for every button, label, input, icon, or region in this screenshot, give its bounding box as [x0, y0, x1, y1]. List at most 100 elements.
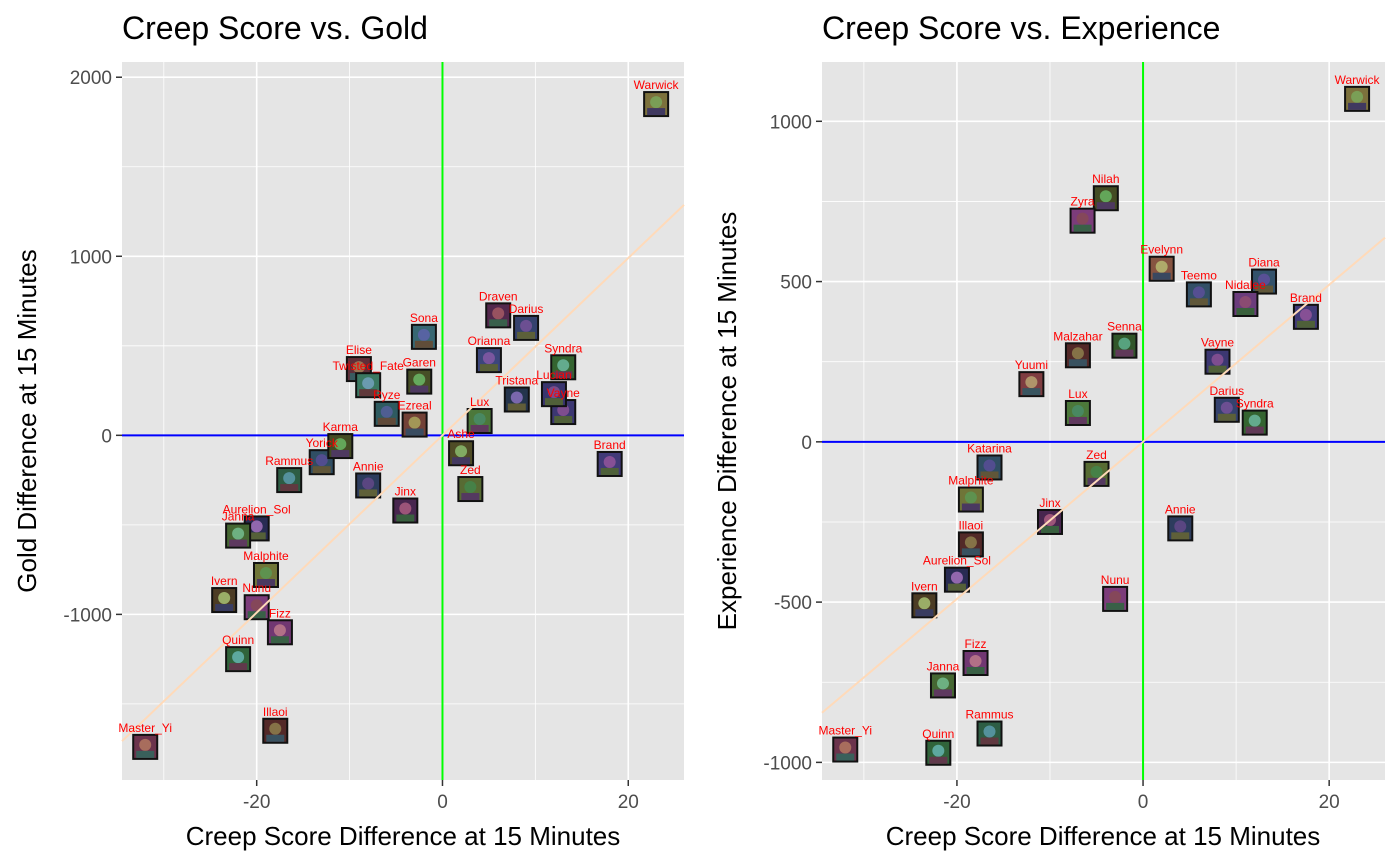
experience-point-label: Master_Yi: [818, 724, 872, 738]
experience-point-label: Janna: [927, 659, 960, 673]
gold-point-label: Draven: [479, 289, 518, 303]
experience-point: [1185, 281, 1212, 308]
experience-point: [1102, 585, 1129, 612]
experience-chart: Creep Score vs. Experience Warwick Nilah Z…: [712, 10, 1386, 851]
gold-point-label: Brand: [594, 438, 626, 452]
gold-point-label: Nunu: [242, 581, 271, 595]
experience-point: [976, 720, 1003, 747]
gold-point-label: Rammus: [265, 454, 313, 468]
experience-point-label: Zyra: [1071, 195, 1095, 209]
gold-point: [211, 587, 238, 614]
gold-point-label: Twisted_Fate: [332, 359, 404, 373]
gold-point-label: Vayne: [547, 386, 580, 400]
gold-x-tick-label: 20: [618, 792, 639, 813]
gold-point: [252, 561, 279, 588]
gold-point: [550, 354, 577, 381]
experience-trend-layer: [821, 236, 1386, 714]
gold-x-axis-title: Creep Score Difference at 15 Minutes: [186, 821, 621, 851]
experience-point-label: Jinx: [1039, 496, 1060, 510]
gold-point-label: Jinx: [395, 485, 416, 499]
experience-x-tick-label: -20: [943, 792, 970, 813]
experience-point-label: Vayne: [1201, 336, 1234, 350]
experience-point: [1167, 515, 1194, 542]
experience-plot-background: [822, 62, 1385, 780]
experience-y-axis-title: Experience Difference at 15 Minutes: [712, 212, 742, 631]
experience-point-label: Yuumi: [1015, 358, 1048, 372]
gold-point-label: Orianna: [468, 334, 511, 348]
gold-point: [266, 619, 293, 646]
experience-point: [1018, 371, 1045, 398]
experience-y-tick-label: 1000: [770, 112, 812, 133]
experience-point-label: Darius: [1209, 384, 1244, 398]
experience-point-label: Ivern: [911, 579, 938, 593]
gold-point-label: Ivern: [211, 574, 238, 588]
gold-point-label: Aurelion_Sol: [223, 502, 291, 516]
gold-point-label: Sona: [410, 311, 438, 325]
experience-point-label: Brand: [1290, 291, 1322, 305]
experience-point: [976, 454, 1003, 481]
experience-point-label: Katarina: [967, 441, 1012, 455]
gold-point-label: Zed: [460, 463, 481, 477]
experience-point-label: Syndra: [1236, 397, 1274, 411]
gold-y-axis-title: Gold Difference at 15 Minutes: [12, 249, 42, 592]
gold-point-label: Warwick: [634, 78, 680, 92]
experience-x-axis-title: Creep Score Difference at 15 Minutes: [886, 821, 1321, 851]
gold-point: [355, 372, 382, 399]
experience-point: [1064, 342, 1091, 369]
gold-point-label: Garen: [403, 356, 436, 370]
experience-point: [943, 566, 970, 593]
experience-point-label: Senna: [1107, 320, 1142, 334]
gold-point: [406, 368, 433, 395]
experience-point-label: Aurelion_Sol: [923, 554, 991, 568]
gold-x-tick-label: 0: [437, 792, 448, 813]
gold-chart: Creep Score vs. Gold Warwick Master_Yi Ill…: [12, 10, 685, 851]
experience-point-label: Lux: [1068, 387, 1087, 401]
experience-y-tick-label: 500: [780, 273, 812, 294]
experience-point: [1344, 85, 1371, 112]
gold-point: [475, 347, 502, 374]
experience-point: [957, 486, 984, 513]
gold-y-tick-label: 1000: [70, 247, 112, 268]
gold-point: [355, 472, 382, 499]
experience-y-tick-label: -1000: [763, 753, 812, 774]
gold-points: [132, 91, 670, 760]
experience-point-label: Malphite: [948, 474, 994, 488]
gold-point-label: Ashe: [447, 427, 475, 441]
gold-point-label: Malphite: [243, 549, 289, 563]
experience-point: [1148, 255, 1175, 282]
gold-y-tick-label: 2000: [70, 68, 112, 89]
gold-point: [373, 400, 400, 427]
gold-point: [596, 450, 623, 477]
gold-point: [503, 386, 530, 413]
experience-reference-lines: [822, 62, 1385, 780]
experience-point-label: Diana: [1248, 256, 1280, 270]
experience-y-tick-label: -500: [774, 593, 812, 614]
gold-point-label: Syndra: [544, 341, 582, 355]
gold-point: [457, 476, 484, 503]
gold-point: [401, 411, 428, 438]
gold-point: [262, 717, 289, 744]
gold-trend-line: [121, 204, 685, 742]
experience-point: [1204, 348, 1231, 375]
experience-point-label: Quinn: [922, 727, 954, 741]
experience-point: [832, 736, 859, 763]
experience-point-label: Malzahar: [1053, 329, 1102, 343]
gold-point-labels: Warwick Master_Yi Illaoi Quinn Fizz Ivern Nunu…: [118, 78, 679, 735]
experience-point-label: Teemo: [1181, 268, 1217, 282]
experience-point: [929, 672, 956, 699]
experience-point-label: Fizz: [965, 637, 987, 651]
experience-trend-line: [821, 236, 1386, 714]
gold-y-tick-label: -1000: [63, 605, 112, 626]
experience-x-tick-label: 20: [1319, 792, 1340, 813]
gold-point: [466, 408, 493, 434]
gold-point: [448, 440, 475, 467]
experience-x-axis: -20 0 20: [943, 780, 1340, 813]
gold-x-tick-label: -20: [243, 792, 270, 813]
gold-point: [276, 467, 303, 494]
experience-point: [1292, 303, 1319, 330]
gold-point: [327, 433, 354, 460]
experience-point: [1232, 291, 1259, 318]
gold-point: [410, 323, 437, 350]
gold-point-label: Fizz: [269, 606, 291, 620]
